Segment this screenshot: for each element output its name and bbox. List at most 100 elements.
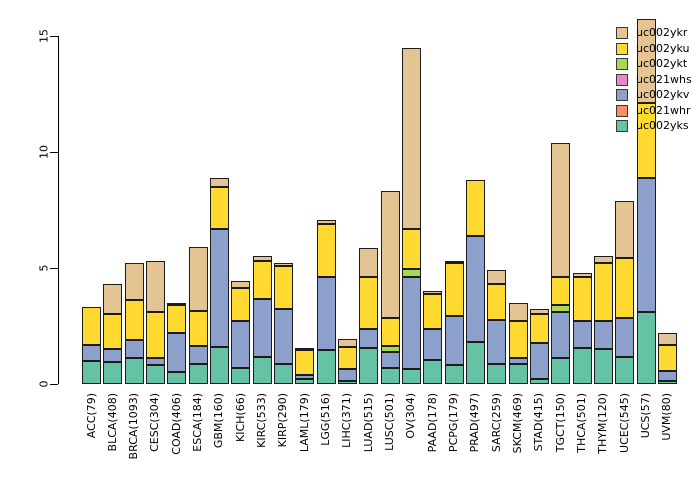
- bar-segment-uc002yku: [273, 265, 293, 309]
- y-axis-line: [58, 36, 59, 384]
- x-tick-label: UCS(57): [639, 393, 653, 439]
- bar-segment-uc002ykv: [529, 343, 549, 380]
- bar-segment-uc002yks: [231, 367, 251, 384]
- bar-segment-uc002ykv: [487, 320, 507, 365]
- bar-segment-uc002ykv: [295, 374, 315, 380]
- bar-segment-uc002ykv: [465, 235, 485, 343]
- bar-segment-uc002yku: [359, 277, 379, 330]
- bar-segment-uc002yks: [593, 349, 613, 384]
- bar-segment-uc002ykr: [444, 261, 464, 264]
- legend-swatch-uc021whs: [616, 73, 628, 86]
- bar-segment-uc002yks: [252, 357, 272, 384]
- bar-segment-uc002ykr: [124, 263, 144, 301]
- bar-segment-uc002yku: [572, 277, 592, 322]
- bar-segment-uc002ykv: [444, 315, 464, 366]
- bar-segment-uc002ykr: [572, 272, 592, 278]
- x-tick-label: LUSC(501): [383, 393, 397, 451]
- x-tick-label: SKCM(469): [511, 393, 525, 454]
- legend-swatch-uc002ykv: [616, 89, 628, 101]
- bar-segment-uc002yku: [423, 293, 443, 330]
- bar-segment-uc002ykv: [231, 321, 251, 368]
- bar-segment-uc002yku: [508, 321, 528, 359]
- x-tick-label: KIRC(533): [255, 393, 269, 448]
- bar-segment-uc002ykv: [103, 349, 123, 362]
- x-tick-label: CESC(304): [148, 393, 162, 452]
- bar-segment-uc002ykt: [551, 305, 571, 313]
- bar-segment-uc002ykr: [615, 200, 635, 258]
- x-tick-label: SARC(259): [489, 393, 503, 453]
- bar-segment-uc002yku: [465, 179, 485, 236]
- bar-segment-uc002ykr: [231, 280, 251, 288]
- bar-segment-uc002ykv: [657, 371, 677, 381]
- bar-segment-uc002ykv: [593, 321, 613, 350]
- bar-segment-uc002ykv: [316, 277, 336, 351]
- bar-segment-uc002ykv: [401, 277, 421, 369]
- bar-segment-uc002yks: [295, 379, 315, 384]
- bar-segment-uc002yks: [487, 364, 507, 384]
- bar-segment-uc002ykr: [103, 284, 123, 315]
- bar-segment-uc002ykv: [209, 228, 229, 347]
- bar-segment-uc002ykr: [273, 263, 293, 266]
- bar-segment-uc002yku: [316, 223, 336, 278]
- x-tick-label: LUAD(515): [361, 393, 375, 453]
- bar-segment-uc002yks: [316, 350, 336, 384]
- bar-segment-uc002yks: [337, 380, 357, 384]
- bar-segment-uc002ykr: [529, 308, 549, 315]
- x-tick-label: BRCA(1093): [127, 393, 141, 460]
- bar-segment-uc002yku: [167, 305, 187, 333]
- x-tick-label: PRAD(497): [468, 393, 482, 453]
- bar-segment-uc002yku: [124, 300, 144, 340]
- x-tick-label: KIRP(290): [276, 393, 290, 448]
- bar-segment-uc002ykr: [188, 247, 208, 311]
- x-tick-label: THCA(501): [575, 393, 589, 453]
- bar-segment-uc002ykv: [551, 312, 571, 359]
- bar-segment-uc002yku: [487, 284, 507, 321]
- bar-segment-uc002yks: [209, 346, 229, 384]
- legend-swatch-uc021whr: [616, 104, 628, 117]
- bar-segment-uc002ykr: [295, 348, 315, 351]
- bar-segment-uc002yks: [444, 365, 464, 384]
- x-tick-label: KICH(66): [233, 393, 247, 442]
- bar-segment-uc002ykr: [551, 142, 571, 278]
- bar-segment-uc002yku: [103, 314, 123, 350]
- bar-segment-uc002ykr: [167, 302, 187, 306]
- x-tick-label: LAML(179): [297, 393, 311, 453]
- bar-segment-uc002yku: [145, 312, 165, 359]
- bar-segment-uc002yks: [636, 312, 656, 384]
- bar-segment-uc002ykv: [124, 339, 144, 359]
- bar-segment-uc002yku: [444, 263, 464, 316]
- bar-segment-uc002ykr: [657, 332, 677, 345]
- x-tick-label: OV(304): [404, 393, 418, 439]
- x-tick-label: STAD(415): [532, 393, 546, 452]
- bar-segment-uc002yku: [551, 277, 571, 306]
- bar-segment-uc002ykv: [188, 345, 208, 365]
- bar-segment-uc002ykv: [359, 329, 379, 349]
- y-tick-mark: [50, 36, 58, 37]
- bar-segment-uc002yku: [337, 346, 357, 369]
- bar-segment-uc002yku: [657, 344, 677, 372]
- y-tick-label: 15: [37, 29, 51, 43]
- x-tick-label: UCEC(545): [617, 393, 631, 453]
- bar-segment-uc002ykt: [401, 269, 421, 278]
- bar-segment-uc002yks: [82, 360, 101, 384]
- bar-segment-uc002yku: [295, 350, 315, 375]
- y-tick-mark: [50, 384, 58, 385]
- bar-segment-uc002yks: [551, 358, 571, 384]
- bar-segment-uc002yku: [231, 287, 251, 322]
- bar-segment-uc002ykr: [252, 256, 272, 262]
- bar-segment-uc002ykv: [273, 308, 293, 365]
- x-tick-label: PAAD(178): [425, 393, 439, 453]
- bar-segment-uc002yks: [529, 379, 549, 384]
- bar-segment-uc002yku: [82, 307, 101, 345]
- bar-segment-uc002yku: [188, 310, 208, 346]
- bar-segment-uc002yks: [508, 364, 528, 384]
- bar-segment-uc002yku: [209, 186, 229, 229]
- bar-segment-uc002yks: [145, 365, 165, 384]
- bar-segment-uc002ykv: [508, 358, 528, 365]
- x-tick-label: LGG(516): [319, 393, 333, 446]
- bar-segment-uc002ykv: [380, 351, 400, 368]
- x-tick-label: TGCT(150): [553, 393, 567, 453]
- bar-segment-uc002yks: [401, 368, 421, 384]
- bar-segment-uc002yku: [252, 261, 272, 300]
